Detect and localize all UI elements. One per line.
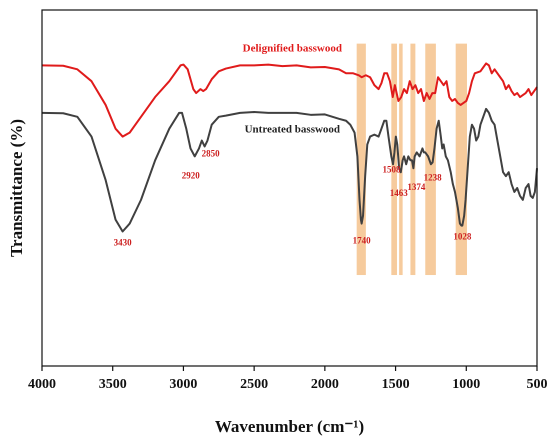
- x-tick-label-1500: 1500: [382, 377, 410, 392]
- x-tick-label-2000: 2000: [311, 377, 339, 392]
- x-tick-label-500: 500: [527, 377, 548, 392]
- highlight-band-5: [455, 43, 467, 276]
- x-axis-ticks: 4000 3500 3000 2500 2000 1500 1000 500: [28, 366, 548, 392]
- peak-label-2850: 2850: [202, 148, 221, 158]
- series-labels: Delignified basswood Untreated basswood: [243, 43, 342, 136]
- x-tick-label-4000: 4000: [28, 377, 56, 392]
- highlight-band-3: [410, 43, 416, 276]
- x-tick-label-3000: 3000: [169, 377, 197, 392]
- x-tick-label-2500: 2500: [240, 377, 268, 392]
- series-line-delignified: [41, 62, 538, 138]
- y-axis-label: Transmittance (%): [7, 119, 26, 257]
- series-label-delignified: Delignified basswood: [243, 43, 342, 55]
- peak-label-1463: 1463: [390, 188, 409, 198]
- peak-label-1740: 1740: [353, 236, 372, 246]
- x-tick-label-3500: 3500: [99, 377, 127, 392]
- plot-frame: [41, 9, 538, 367]
- peak-label-2920: 2920: [182, 170, 201, 180]
- series-label-untreated: Untreated basswood: [245, 124, 340, 136]
- x-axis-label: Wavenumber (cm⁻¹): [215, 417, 364, 436]
- highlight-band-0: [356, 43, 366, 276]
- peak-label-1508: 1508: [382, 164, 401, 174]
- highlight-band-4: [425, 43, 436, 276]
- peak-label-1028: 1028: [453, 232, 472, 242]
- series-lines: [41, 62, 538, 233]
- x-tick-label-1000: 1000: [452, 377, 480, 392]
- series-line-untreated: [41, 107, 538, 233]
- peak-label-1238: 1238: [424, 172, 443, 182]
- peak-label-3430: 3430: [114, 238, 133, 248]
- highlight-band-2: [399, 43, 403, 276]
- peak-label-1374: 1374: [407, 182, 426, 192]
